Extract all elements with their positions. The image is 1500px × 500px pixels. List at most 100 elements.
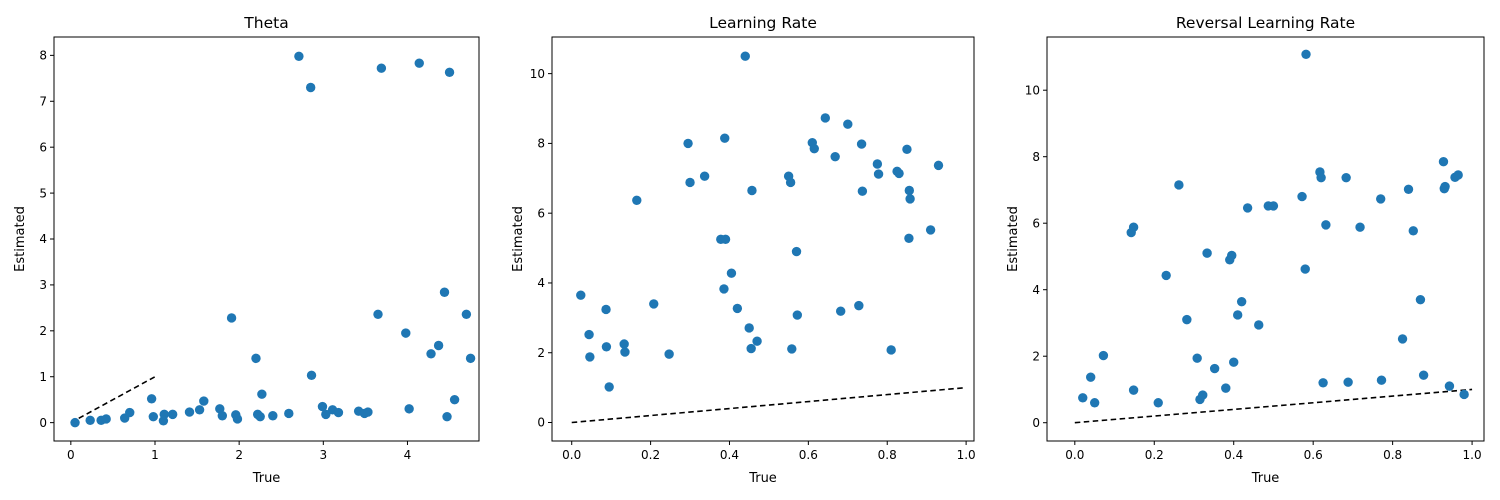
y-tick-label: 2 — [537, 346, 545, 360]
axes-frame — [1046, 36, 1485, 442]
scatter-point — [1341, 172, 1351, 183]
y-tick-label: 0 — [1032, 416, 1040, 430]
scatter-point — [449, 394, 460, 405]
scatter-point — [404, 404, 414, 414]
scatter-point — [857, 186, 868, 196]
scatter-point — [442, 411, 452, 422]
y-tick-label: 8 — [1032, 150, 1040, 164]
scatter-point — [305, 82, 316, 93]
scatter-point — [1438, 156, 1449, 167]
y-tick-label: 5 — [39, 186, 47, 200]
scatter-point — [1242, 203, 1253, 213]
scatter-point — [1403, 184, 1414, 194]
scatter-point — [321, 409, 331, 420]
scatter-point — [744, 323, 754, 333]
x-tick-label: 2 — [235, 448, 243, 462]
scatter-point — [70, 417, 80, 428]
y-tick-label: 6 — [1032, 216, 1040, 230]
identity-reference-line — [1074, 388, 1473, 424]
x-tick-label: 0.0 — [562, 448, 581, 462]
y-tick-label: 7 — [39, 94, 47, 108]
scatter-point — [1098, 350, 1109, 361]
scatter-point — [620, 347, 630, 357]
scatter-point — [255, 411, 265, 422]
scatter-point — [1232, 310, 1243, 320]
scatter-point — [747, 185, 757, 196]
x-tick-label: 4 — [404, 448, 412, 462]
y-tick-label: 0 — [537, 416, 545, 430]
scatter-point — [1301, 49, 1311, 59]
scatter-point — [791, 246, 802, 257]
scatter-point — [465, 353, 476, 364]
x-axis-label: True — [252, 471, 281, 486]
scatter-point — [1440, 181, 1450, 192]
y-tick-label: 2 — [39, 324, 47, 338]
scatter-point — [376, 63, 387, 73]
chart-title: Reversal Learning Rate — [1176, 14, 1355, 32]
y-tick-label: 4 — [537, 276, 545, 290]
y-tick-label: 4 — [39, 232, 47, 246]
scatter-point — [905, 194, 915, 204]
scatter-point — [601, 342, 612, 352]
scatter-point — [649, 299, 659, 309]
scatter-point — [433, 340, 444, 351]
x-tick-label: 1.0 — [1463, 448, 1482, 462]
scatter-point — [752, 336, 762, 346]
scatter-point — [843, 119, 853, 129]
scatter-point — [809, 143, 819, 154]
scatter-point — [1453, 170, 1463, 180]
scatter-point — [604, 382, 614, 392]
x-tick-label: 0.4 — [1224, 448, 1243, 462]
scatter-point — [1182, 314, 1192, 325]
scatter-point — [785, 177, 796, 188]
scatter-point — [1089, 398, 1100, 408]
scatter-point — [401, 328, 411, 338]
scatter-point — [835, 306, 846, 316]
x-tick-label: 0.2 — [641, 448, 660, 462]
scatter-point — [894, 168, 904, 179]
identity-reference-line — [70, 376, 156, 424]
scatter-point — [726, 268, 737, 278]
scatter-point — [1355, 222, 1365, 232]
scatter-point — [746, 343, 756, 354]
y-tick-label: 4 — [1032, 283, 1040, 297]
scatter-point — [720, 234, 731, 245]
y-axis-label: Estimated — [13, 206, 28, 272]
x-tick-label: 1 — [151, 448, 159, 462]
x-tick-label: 1.0 — [957, 448, 976, 462]
scatter-point — [1221, 383, 1231, 393]
chart-title: Theta — [243, 14, 288, 32]
scatter-point — [439, 287, 450, 297]
scatter-point — [1161, 270, 1171, 281]
scatter-point — [732, 303, 743, 314]
scatter-point — [699, 171, 710, 181]
scatter-point — [257, 389, 267, 399]
scatter-point — [830, 151, 840, 162]
x-tick-label: 0.8 — [1383, 448, 1402, 462]
y-tick-label: 8 — [537, 137, 545, 151]
scatter-point — [85, 415, 95, 426]
scatter-point — [584, 329, 594, 340]
scatter-point — [159, 409, 169, 420]
scatter-point — [683, 138, 693, 149]
scatter-point — [1444, 381, 1455, 391]
scatter-point — [1316, 172, 1326, 183]
scatter-point — [1198, 390, 1208, 400]
scatter-point — [1128, 385, 1139, 395]
x-tick-label: 0.4 — [720, 448, 739, 462]
y-tick-label: 3 — [39, 278, 47, 292]
scatter-point — [720, 133, 730, 143]
scatter-point — [426, 349, 436, 359]
scatter-point — [719, 284, 729, 294]
scatter-point — [194, 405, 205, 415]
x-tick-label: 0.8 — [878, 448, 897, 462]
scatter-point — [619, 339, 629, 349]
scatter-point — [685, 177, 695, 188]
scatter-point — [268, 411, 278, 421]
scatter-point — [232, 414, 243, 424]
scatter-point — [933, 160, 944, 171]
x-tick-label: 0.0 — [1065, 448, 1084, 462]
scatter-point — [792, 310, 803, 320]
scatter-point — [1227, 250, 1237, 261]
x-axis-label: True — [748, 471, 777, 486]
